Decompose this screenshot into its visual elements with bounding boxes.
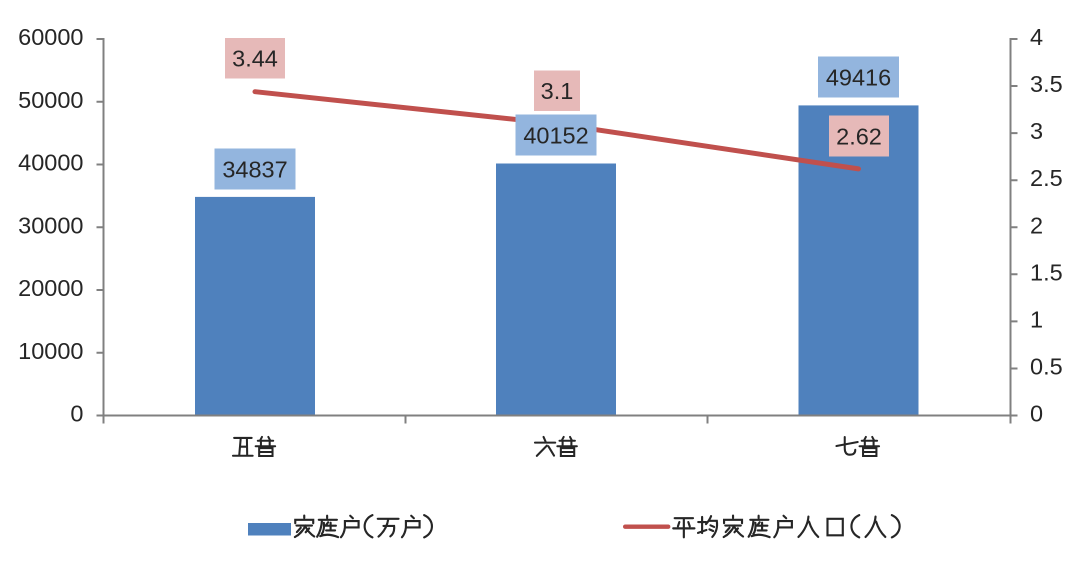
svg-text:49416: 49416 <box>826 65 891 91</box>
svg-text:3.44: 3.44 <box>232 45 278 71</box>
svg-text:3.1: 3.1 <box>541 78 574 104</box>
svg-text:34837: 34837 <box>222 157 287 183</box>
svg-text:1.5: 1.5 <box>1030 259 1063 285</box>
svg-text:1: 1 <box>1030 306 1043 332</box>
svg-text:0.5: 0.5 <box>1030 353 1063 379</box>
svg-text:2.5: 2.5 <box>1030 165 1063 191</box>
svg-text:0: 0 <box>70 401 83 427</box>
svg-text:30000: 30000 <box>18 212 83 238</box>
svg-text:3: 3 <box>1030 118 1043 144</box>
svg-text:40000: 40000 <box>18 150 83 176</box>
svg-text:20000: 20000 <box>18 275 83 301</box>
svg-text:0: 0 <box>1030 401 1043 427</box>
svg-text:3.5: 3.5 <box>1030 71 1063 97</box>
svg-text:4: 4 <box>1030 24 1043 50</box>
svg-text:2.62: 2.62 <box>836 123 882 149</box>
svg-text:10000: 10000 <box>18 338 83 364</box>
svg-text:60000: 60000 <box>18 24 83 50</box>
svg-text:50000: 50000 <box>18 87 83 113</box>
svg-text:2: 2 <box>1030 212 1043 238</box>
svg-text:40152: 40152 <box>523 123 588 149</box>
